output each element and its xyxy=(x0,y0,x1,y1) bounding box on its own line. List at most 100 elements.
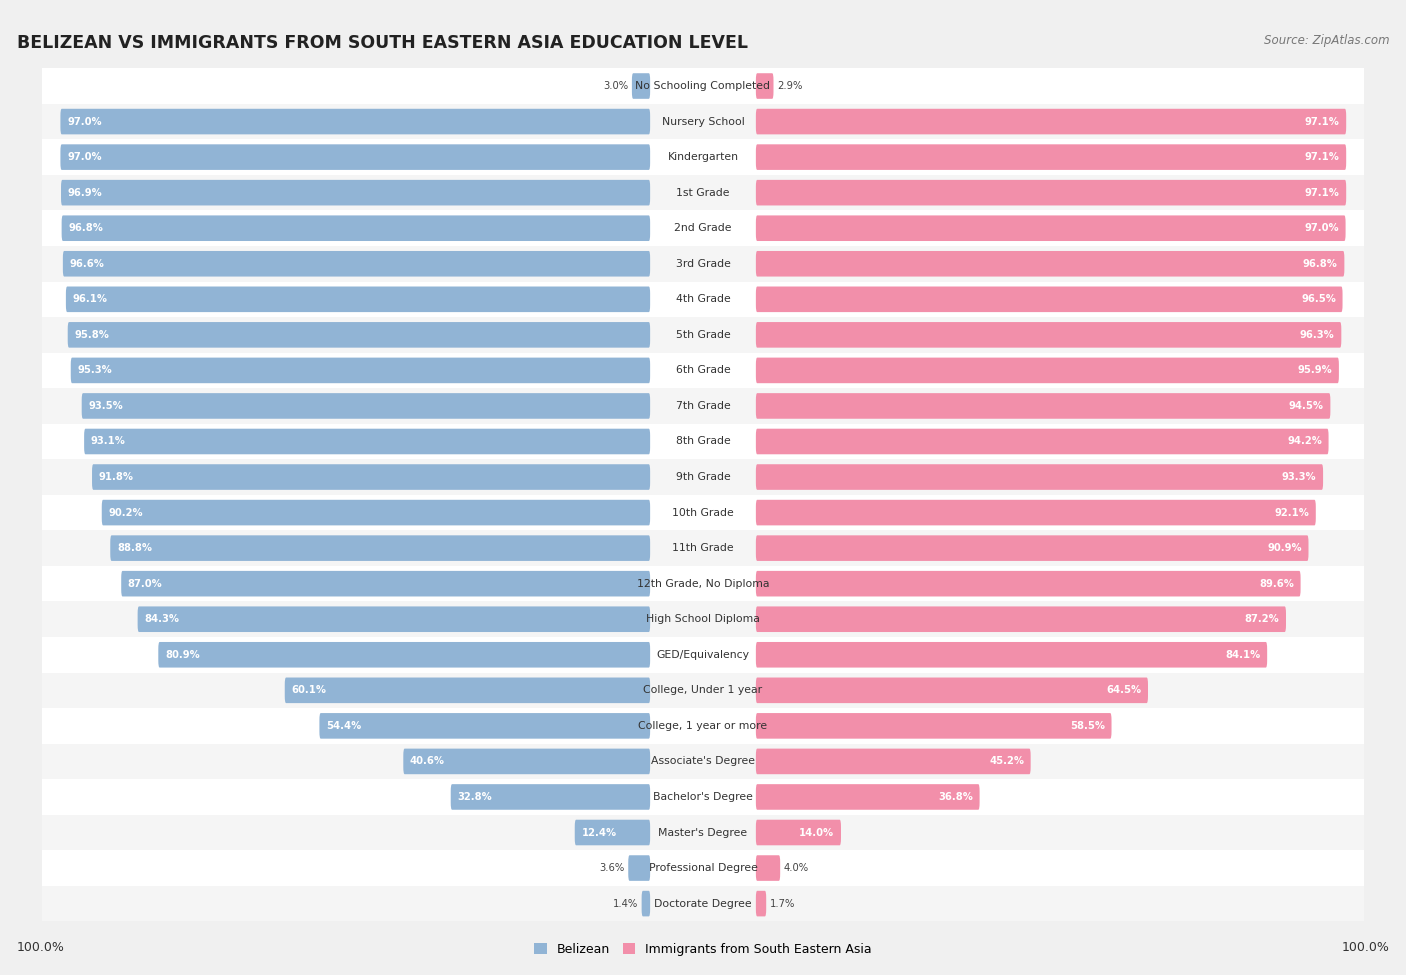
Text: 64.5%: 64.5% xyxy=(1107,685,1142,695)
Text: Kindergarten: Kindergarten xyxy=(668,152,738,162)
Bar xyxy=(42,637,1364,673)
FancyBboxPatch shape xyxy=(756,179,1346,206)
FancyBboxPatch shape xyxy=(70,358,650,383)
Text: 1st Grade: 1st Grade xyxy=(676,187,730,198)
Text: College, 1 year or more: College, 1 year or more xyxy=(638,721,768,731)
Text: 96.1%: 96.1% xyxy=(73,294,107,304)
FancyBboxPatch shape xyxy=(62,215,650,241)
FancyBboxPatch shape xyxy=(67,322,650,348)
FancyBboxPatch shape xyxy=(756,109,1346,135)
Text: 97.1%: 97.1% xyxy=(1305,187,1340,198)
Bar xyxy=(42,886,1364,921)
Text: 7th Grade: 7th Grade xyxy=(676,401,730,410)
Text: 2.9%: 2.9% xyxy=(776,81,803,91)
Text: 96.3%: 96.3% xyxy=(1301,330,1334,340)
Bar xyxy=(42,317,1364,353)
FancyBboxPatch shape xyxy=(63,251,650,277)
Text: 32.8%: 32.8% xyxy=(457,792,492,802)
FancyBboxPatch shape xyxy=(756,535,1309,561)
Text: 100.0%: 100.0% xyxy=(17,941,65,955)
Legend: Belizean, Immigrants from South Eastern Asia: Belizean, Immigrants from South Eastern … xyxy=(529,938,877,961)
Bar xyxy=(42,708,1364,744)
Text: 6th Grade: 6th Grade xyxy=(676,366,730,375)
FancyBboxPatch shape xyxy=(138,606,650,632)
Text: 90.2%: 90.2% xyxy=(108,508,143,518)
FancyBboxPatch shape xyxy=(756,215,1346,241)
Text: Associate's Degree: Associate's Degree xyxy=(651,757,755,766)
Text: 92.1%: 92.1% xyxy=(1274,508,1309,518)
Text: College, Under 1 year: College, Under 1 year xyxy=(644,685,762,695)
Text: 84.3%: 84.3% xyxy=(145,614,179,624)
Text: 97.0%: 97.0% xyxy=(1305,223,1339,233)
Bar xyxy=(42,211,1364,246)
Text: 58.5%: 58.5% xyxy=(1070,721,1105,731)
Text: 93.5%: 93.5% xyxy=(89,401,124,410)
Text: 95.3%: 95.3% xyxy=(77,366,112,375)
Bar xyxy=(42,175,1364,211)
Text: 12.4%: 12.4% xyxy=(581,828,616,838)
FancyBboxPatch shape xyxy=(756,678,1147,703)
Bar xyxy=(42,353,1364,388)
Text: 97.1%: 97.1% xyxy=(1305,117,1340,127)
Text: BELIZEAN VS IMMIGRANTS FROM SOUTH EASTERN ASIA EDUCATION LEVEL: BELIZEAN VS IMMIGRANTS FROM SOUTH EASTER… xyxy=(17,34,748,52)
Bar xyxy=(42,459,1364,494)
Text: 4th Grade: 4th Grade xyxy=(676,294,730,304)
Text: 95.8%: 95.8% xyxy=(75,330,110,340)
Text: Nursery School: Nursery School xyxy=(662,117,744,127)
Text: 89.6%: 89.6% xyxy=(1260,579,1294,589)
Bar xyxy=(42,779,1364,815)
Text: 40.6%: 40.6% xyxy=(411,757,444,766)
Text: 97.0%: 97.0% xyxy=(67,152,101,162)
FancyBboxPatch shape xyxy=(66,287,650,312)
Text: High School Diploma: High School Diploma xyxy=(647,614,759,624)
Text: Doctorate Degree: Doctorate Degree xyxy=(654,899,752,909)
Text: 100.0%: 100.0% xyxy=(1341,941,1389,955)
Text: 36.8%: 36.8% xyxy=(938,792,973,802)
Text: 96.5%: 96.5% xyxy=(1301,294,1336,304)
FancyBboxPatch shape xyxy=(91,464,650,489)
Text: Source: ZipAtlas.com: Source: ZipAtlas.com xyxy=(1264,34,1389,47)
Bar xyxy=(42,424,1364,459)
FancyBboxPatch shape xyxy=(756,287,1343,312)
FancyBboxPatch shape xyxy=(84,429,650,454)
FancyBboxPatch shape xyxy=(575,820,650,845)
FancyBboxPatch shape xyxy=(110,535,650,561)
Bar xyxy=(42,530,1364,566)
Text: 3.0%: 3.0% xyxy=(603,81,628,91)
Text: 5th Grade: 5th Grade xyxy=(676,330,730,340)
FancyBboxPatch shape xyxy=(756,642,1267,668)
Text: 9th Grade: 9th Grade xyxy=(676,472,730,482)
FancyBboxPatch shape xyxy=(159,642,650,668)
FancyBboxPatch shape xyxy=(756,713,1112,739)
Text: 12th Grade, No Diploma: 12th Grade, No Diploma xyxy=(637,579,769,589)
Text: GED/Equivalency: GED/Equivalency xyxy=(657,649,749,660)
FancyBboxPatch shape xyxy=(756,73,773,98)
FancyBboxPatch shape xyxy=(60,144,650,170)
FancyBboxPatch shape xyxy=(641,891,650,916)
FancyBboxPatch shape xyxy=(404,749,650,774)
FancyBboxPatch shape xyxy=(451,784,650,810)
FancyBboxPatch shape xyxy=(756,784,980,810)
FancyBboxPatch shape xyxy=(756,820,841,845)
Bar xyxy=(42,388,1364,424)
Text: 3rd Grade: 3rd Grade xyxy=(675,258,731,269)
FancyBboxPatch shape xyxy=(319,713,650,739)
Text: 94.2%: 94.2% xyxy=(1286,437,1322,447)
Text: 2nd Grade: 2nd Grade xyxy=(675,223,731,233)
Text: Master's Degree: Master's Degree xyxy=(658,828,748,838)
Text: 94.5%: 94.5% xyxy=(1289,401,1324,410)
FancyBboxPatch shape xyxy=(60,109,650,135)
Bar xyxy=(42,139,1364,175)
Text: 95.9%: 95.9% xyxy=(1298,366,1333,375)
Bar xyxy=(42,815,1364,850)
Text: 88.8%: 88.8% xyxy=(117,543,152,553)
Text: 90.9%: 90.9% xyxy=(1267,543,1302,553)
Text: 93.1%: 93.1% xyxy=(91,437,125,447)
Bar xyxy=(42,850,1364,886)
FancyBboxPatch shape xyxy=(756,393,1330,418)
FancyBboxPatch shape xyxy=(60,179,650,206)
Text: 8th Grade: 8th Grade xyxy=(676,437,730,447)
FancyBboxPatch shape xyxy=(756,429,1329,454)
Text: 96.6%: 96.6% xyxy=(69,258,104,269)
Text: 80.9%: 80.9% xyxy=(165,649,200,660)
